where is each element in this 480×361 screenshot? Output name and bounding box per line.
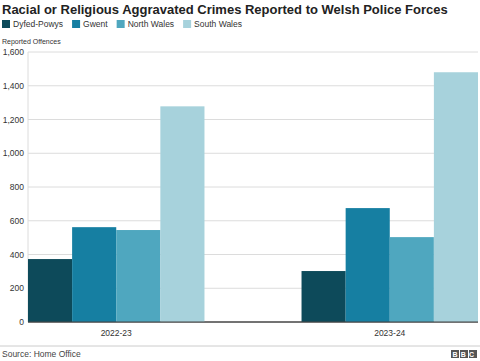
bar: [28, 259, 72, 322]
legend-label: North Wales: [128, 19, 174, 29]
legend-swatch: [117, 20, 125, 28]
y-tick-label: 1,000: [3, 148, 25, 158]
y-tick-label: 1,200: [3, 115, 25, 125]
y-tick-label: 600: [10, 216, 24, 226]
bar: [116, 230, 160, 322]
bar: [390, 237, 434, 322]
bar: [434, 72, 478, 322]
chart-root: Racial or Religious Aggravated Crimes Re…: [0, 0, 480, 361]
grid-line: [28, 187, 478, 188]
x-tick-label: 2023-24: [374, 328, 405, 338]
x-tick-label: 2022-23: [101, 328, 132, 338]
legend-label: South Wales: [194, 19, 242, 29]
bar: [72, 227, 116, 322]
bar: [160, 106, 204, 322]
grid-line: [28, 153, 478, 154]
source: Source: Home Office: [2, 349, 81, 359]
legend-swatch: [2, 20, 10, 28]
y-axis-label: Reported Offences: [2, 38, 61, 46]
legend-item: Gwent: [72, 19, 108, 29]
bar: [302, 271, 346, 322]
logo: BBC: [451, 350, 477, 358]
y-tick-label: 800: [10, 182, 24, 192]
y-tick-label: 0: [19, 317, 24, 327]
y-tick-label: 200: [10, 283, 24, 293]
grid-line: [28, 85, 478, 86]
title: Racial or Religious Aggravated Crimes Re…: [2, 2, 448, 17]
bars: [28, 72, 478, 322]
bar: [346, 208, 390, 322]
legend-item: North Wales: [117, 19, 174, 29]
grid-line: [28, 322, 478, 323]
legend-label: Gwent: [83, 19, 108, 29]
legend-label: Dyfed-Powys: [13, 19, 63, 29]
y-tick-label: 400: [10, 250, 24, 260]
logo-text: BBC: [453, 351, 478, 358]
grid-line: [28, 220, 478, 221]
chart-svg: Racial or Religious Aggravated Crimes Re…: [0, 0, 480, 361]
y-tick-label: 1,400: [3, 81, 25, 91]
y-tick-label: 1,600: [3, 47, 25, 57]
legend-item: South Wales: [183, 19, 242, 29]
baseline: [28, 322, 478, 323]
grid-line: [28, 52, 478, 53]
legend-swatch: [72, 20, 80, 28]
footer-rule: [0, 346, 480, 347]
legend-item: Dyfed-Powys: [2, 19, 63, 29]
grid-line: [28, 119, 478, 120]
legend-swatch: [183, 20, 191, 28]
